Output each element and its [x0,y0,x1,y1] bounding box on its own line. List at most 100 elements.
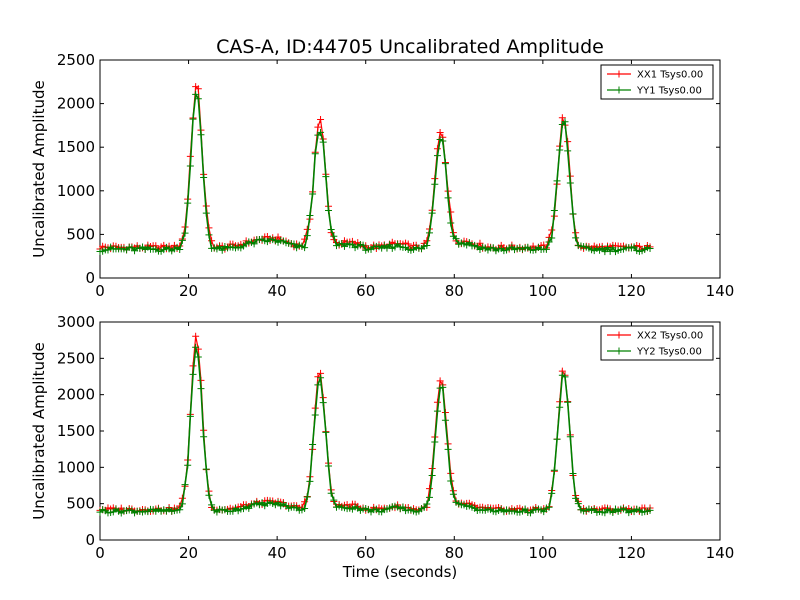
series-marker [176,506,184,514]
series-marker [208,501,216,509]
series-marker [176,245,184,253]
series-marker [521,505,529,513]
series-marker [452,235,460,243]
series-marker [436,128,444,136]
series-marker [447,219,455,227]
y-tick-label: 2000 [57,95,95,113]
y-tick-label: 500 [66,495,95,513]
legend: XX1 Tsys0.00 YY1 Tsys0.00 [600,64,714,100]
x-tick-label: 80 [445,282,464,300]
series-marker [178,236,186,244]
legend-box [600,64,714,100]
x-tick-label: 0 [95,282,105,300]
series-marker [449,490,457,498]
series-marker [569,210,577,218]
series-marker [399,503,407,511]
top-panel: 0 20 40 60 80 100 120 140 0 500 1000 1500 2000 2500 Un… [30,51,734,300]
series-marker [553,435,561,443]
series-marker [205,491,213,499]
series-marker [330,232,338,240]
series-marker [548,489,556,497]
series-marker [301,504,309,512]
series-marker [205,231,213,239]
series-marker [197,131,205,139]
y-tick-label: 0 [85,531,95,549]
series-marker [441,160,449,168]
series-marker [319,399,327,407]
series-marker [317,128,325,136]
series-marker [646,245,654,253]
series-marker [439,383,447,391]
series-marker [325,206,333,214]
series-yy2-tsys0.00 [96,343,654,517]
series-marker [197,385,205,393]
y-tick-label: 0 [85,269,95,287]
legend-label: YY1 Tsys0.00 [636,86,702,97]
series-marker [181,481,189,489]
series-marker [194,353,202,361]
series-marker [192,343,200,351]
series-marker [290,240,298,248]
series-marker [192,332,200,340]
series-marker [306,212,314,220]
x-tick-label: 80 [445,544,464,562]
series-marker [609,244,617,252]
series-marker [330,496,338,504]
series-marker [359,241,367,249]
x-tick-label: 60 [356,544,375,562]
series-marker [574,500,582,508]
legend-marker [615,331,623,339]
series-marker [433,407,441,415]
x-tick-label: 0 [95,544,105,562]
series-marker [431,180,439,188]
series-marker [425,493,433,501]
series-marker [322,428,330,436]
series-marker [317,374,325,382]
series-marker [311,411,319,419]
series-marker [444,445,452,453]
series-marker [311,150,319,158]
series-marker [186,412,194,420]
series-marker [325,462,333,470]
series-marker [447,477,455,485]
series-marker [545,238,553,246]
series-marker [564,147,572,155]
legend-marker [615,347,623,355]
series-marker [327,225,335,233]
y-axis-label: Uncalibrated Amplitude [30,80,48,257]
series-marker [561,118,569,126]
series-marker [646,506,654,514]
series-marker [194,95,202,103]
series-marker [425,229,433,237]
series-marker [439,137,447,145]
series-marker [322,173,330,181]
series-marker [184,199,192,207]
series-marker [181,229,189,237]
x-tick-label: 20 [179,544,198,562]
y-tick-label: 2500 [57,51,95,69]
series-marker [186,162,194,170]
series-marker [306,477,314,485]
x-tick-label: 100 [529,544,558,562]
x-tick-label: 120 [617,544,646,562]
x-axis-label: Time (seconds) [342,563,458,581]
series-marker [545,503,553,511]
series-marker [189,370,197,378]
series-marker [428,209,436,217]
series-marker [561,373,569,381]
x-tick-label: 120 [617,282,646,300]
series-marker [178,500,186,508]
series-marker [447,208,455,216]
y-axis-label: Uncalibrated Amplitude [30,342,48,519]
x-tick-label: 60 [356,282,375,300]
bottom-panel: 0 20 40 60 80 100 120 140 0 500 1000 1500 2000 2500 30… [30,313,734,581]
legend-label: XX1 Tsys0.00 [637,70,703,81]
y-tick-label: 1000 [57,458,95,476]
series-marker [200,433,208,441]
y-tick-label: 1500 [57,422,95,440]
series-marker [550,207,558,215]
series-marker [566,433,574,441]
legend-marker [615,70,623,78]
x-tick-label: 140 [706,544,735,562]
x-tick-label: 40 [268,282,287,300]
